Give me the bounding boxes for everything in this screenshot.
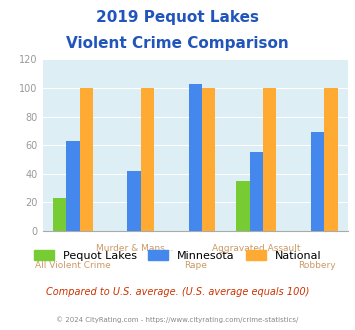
Bar (80, 88, 93, 231)
Bar (141, 88, 154, 231)
Legend: Pequot Lakes, Minnesota, National: Pequot Lakes, Minnesota, National (29, 246, 326, 265)
Text: All Violent Crime: All Violent Crime (35, 261, 111, 270)
Text: Aggravated Assault: Aggravated Assault (212, 244, 301, 253)
Text: © 2024 CityRating.com - https://www.cityrating.com/crime-statistics/: © 2024 CityRating.com - https://www.city… (56, 317, 299, 323)
Text: Rape: Rape (184, 261, 207, 270)
Text: Compared to U.S. average. (U.S. average equals 100): Compared to U.S. average. (U.S. average … (46, 287, 309, 297)
Bar (66, 141, 80, 231)
Bar (250, 152, 263, 231)
Text: 2019 Pequot Lakes: 2019 Pequot Lakes (96, 10, 259, 25)
Bar (202, 88, 215, 231)
Bar (324, 88, 338, 231)
Bar (53, 198, 66, 231)
Text: Murder & Mans...: Murder & Mans... (95, 244, 173, 253)
Bar (127, 171, 141, 231)
Bar (263, 88, 277, 231)
Bar (311, 132, 324, 231)
Text: Robbery: Robbery (299, 261, 336, 270)
Bar (236, 181, 250, 231)
Text: Violent Crime Comparison: Violent Crime Comparison (66, 36, 289, 51)
Bar (189, 84, 202, 231)
